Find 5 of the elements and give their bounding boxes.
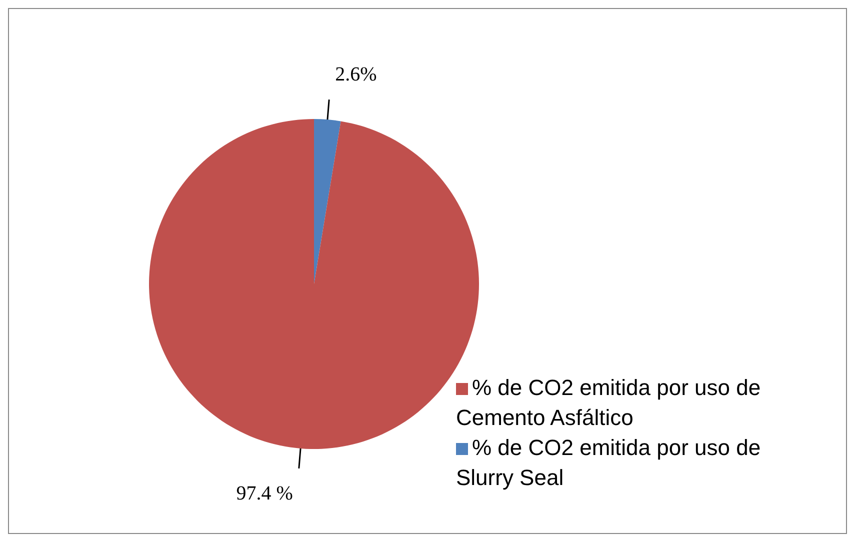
pie-slice [314,119,341,284]
data-label: 2.6% [335,64,377,86]
legend-label: % de CO2 emitida por uso de Slurry Seal [456,435,761,490]
data-label: 97.4 % [236,482,293,504]
legend-label: % de CO2 emitida por uso de Cemento Asfáltico [456,375,761,430]
